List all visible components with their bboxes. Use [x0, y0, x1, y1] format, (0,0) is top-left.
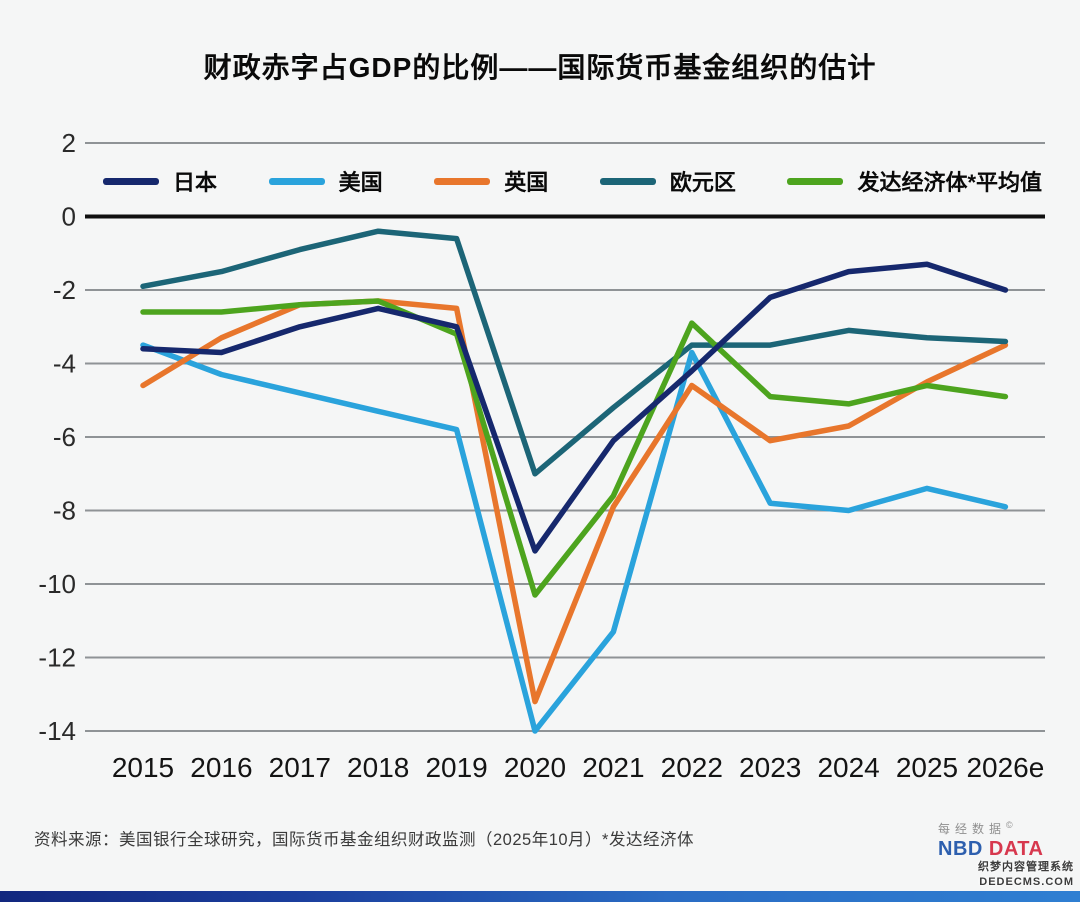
legend-swatch-uk: [434, 177, 491, 185]
x-axis-tick-label: 2017: [269, 752, 331, 783]
x-axis-tick-label: 2023: [739, 752, 801, 783]
x-axis-tick-label: 2018: [347, 752, 409, 783]
source-note: 资料来源：美国银行全球研究，国际货币基金组织财政监测（2025年10月）*发达经…: [34, 831, 694, 849]
x-axis-tick-label: 2016: [190, 752, 252, 783]
y-axis-tick-label: -10: [38, 569, 76, 599]
y-axis-tick-label: -8: [53, 496, 76, 526]
x-axis-tick-label: 2025: [896, 752, 958, 783]
brand-data-text: DATA: [988, 838, 1044, 860]
chart-legend: 日本 美国 英国 欧元区 发达经济体*平均值: [103, 164, 1042, 198]
copyright-mark: ©: [1006, 820, 1013, 830]
x-axis-tick-label: 2015: [112, 752, 174, 783]
bottom-accent-bar: [0, 891, 1080, 902]
legend-item-advanced-economies: 发达经济体*平均值: [787, 165, 1042, 197]
legend-item-japan: 日本: [103, 165, 217, 197]
brand-cn-text: 每经数据: [938, 822, 1007, 836]
plot-area: 2 0 -2 -4 -6 -8 -10 -12 -14 2015 2016 2017 2018 2019 2…: [38, 128, 1045, 783]
chart-title: 财政赤字占GDP的比例——国际货币基金组织的估计: [203, 52, 877, 83]
y-axis-tick-label: -4: [53, 349, 76, 379]
brand-en-line: NBD DATA: [938, 837, 1043, 862]
legend-swatch-us: [268, 177, 325, 185]
legend-item-uk: 英国: [434, 165, 548, 197]
legend-item-eurozone: 欧元区: [599, 165, 736, 197]
series-line-eurozone: [140, 228, 1009, 477]
watermark: 织梦内容管理系统 DEDECMS.COM: [978, 860, 1074, 890]
legend-label-eurozone: 欧元区: [669, 170, 736, 195]
x-axis-tick-label: 2026e: [966, 752, 1044, 783]
y-axis-tick-label: -14: [38, 716, 76, 746]
x-axis-tick-label: 2024: [817, 752, 879, 783]
series-line-japan: [140, 261, 1009, 554]
brand-nbd-text: NBD: [938, 838, 983, 860]
x-axis-tick-label: 2020: [504, 752, 566, 783]
x-axis-tick-label: 2022: [661, 752, 723, 783]
legend-swatch-eurozone: [599, 177, 656, 185]
legend-item-us: 美国: [268, 165, 383, 197]
legend-label-japan: 日本: [173, 170, 218, 195]
legend-label-uk: 英国: [504, 170, 549, 195]
legend-label-us: 美国: [338, 170, 383, 195]
watermark-line2: DEDECMS.COM: [979, 875, 1074, 888]
legend-swatch-advanced-economies: [787, 177, 844, 185]
x-axis-tick-label: 2019: [425, 752, 487, 783]
x-axis-tick-label: 2021: [582, 752, 644, 783]
legend-swatch-japan: [103, 177, 159, 185]
nbd-logo: 每经数据© NBD DATA: [938, 820, 1043, 862]
y-axis-tick-label: -6: [53, 422, 76, 452]
series-line-advanced-economies: [140, 298, 1009, 598]
series-line-us: [140, 342, 1009, 734]
y-axis-tick-label: 0: [62, 202, 76, 232]
watermark-line1: 织梦内容管理系统: [978, 861, 1074, 873]
brand-cn-line: 每经数据©: [938, 820, 1043, 837]
y-axis-tick-label: 2: [62, 128, 76, 158]
y-axis-tick-label: -2: [53, 275, 76, 305]
series-line-uk: [140, 298, 1009, 705]
legend-label-advanced-economies: 发达经济体*平均值: [857, 170, 1042, 195]
y-axis-tick-label: -12: [38, 643, 76, 673]
